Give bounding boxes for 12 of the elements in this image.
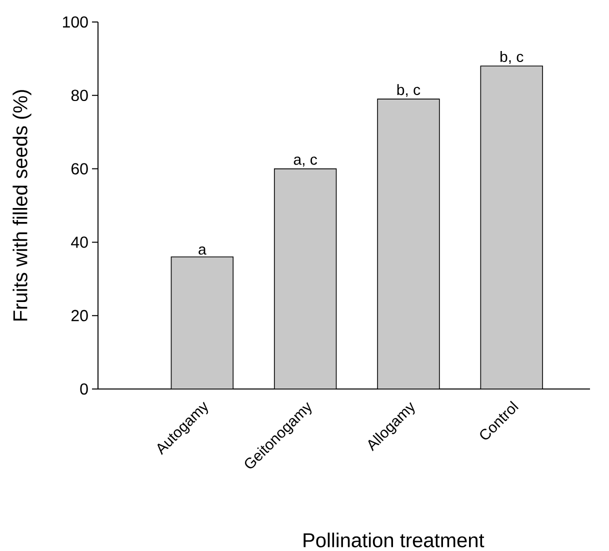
annotation: b, c	[397, 84, 420, 97]
y-tick-label: 60	[71, 163, 88, 174]
y-tick-label: 100	[63, 16, 88, 28]
annotation: b, c	[500, 51, 524, 64]
annotation: a	[198, 246, 206, 255]
y-tick-label: 0	[80, 383, 88, 395]
y-tick-label: 40	[71, 236, 88, 248]
annotation: a, c	[294, 156, 318, 167]
y-axis-title: Fruits with filled seeds (%)	[12, 90, 32, 321]
x-axis-title: Pollination treatment	[304, 532, 484, 548]
y-tick-label: 80	[71, 90, 88, 102]
y-tick-label: 20	[71, 310, 88, 322]
